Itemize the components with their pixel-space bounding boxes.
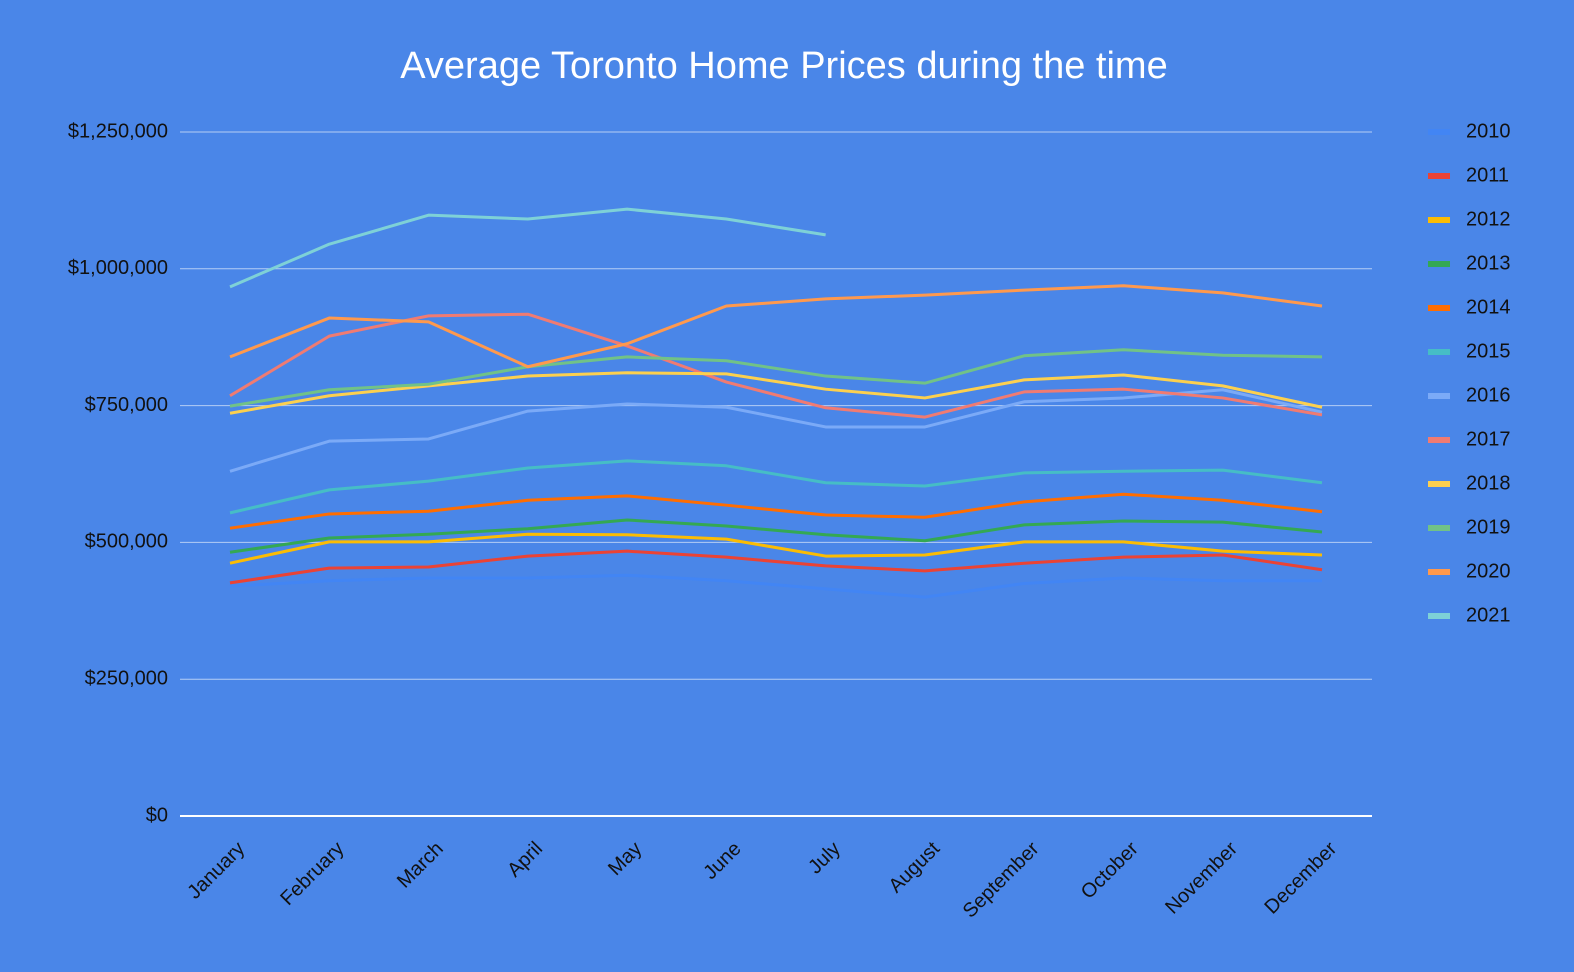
legend-label: 2014 <box>1466 296 1511 318</box>
legend-label: 2013 <box>1466 252 1511 274</box>
series-line <box>229 549 1323 585</box>
y-tick-label: $0 <box>146 804 168 826</box>
series-line <box>229 348 1323 408</box>
series-line <box>229 573 1322 599</box>
y-tick-label: $250,000 <box>85 667 168 689</box>
series-line <box>229 312 1323 419</box>
legend-label: 2012 <box>1466 208 1511 230</box>
series-line <box>229 284 1323 369</box>
series-line <box>229 459 1323 515</box>
series-line <box>229 518 1323 554</box>
series-line <box>229 371 1323 415</box>
legend-label: 2015 <box>1466 340 1511 362</box>
legend-label: 2018 <box>1466 472 1511 494</box>
legend-label: 2021 <box>1466 604 1511 626</box>
series-line <box>229 388 1323 473</box>
y-tick-label: $750,000 <box>85 394 168 416</box>
chart-title: Average Toronto Home Prices during the t… <box>400 45 1167 87</box>
legend-label: 2010 <box>1466 120 1511 142</box>
legend-label: 2011 <box>1466 164 1509 186</box>
series-line <box>229 207 826 289</box>
y-tick-label: $500,000 <box>85 531 168 553</box>
legend-label: 2019 <box>1466 516 1511 538</box>
legend-label: 2020 <box>1466 560 1511 582</box>
y-tick-label: $1,000,000 <box>68 257 168 279</box>
series-line <box>229 492 1323 530</box>
y-tick-label: $1,250,000 <box>68 120 168 142</box>
series-line <box>229 532 1323 565</box>
legend-label: 2017 <box>1466 428 1511 450</box>
legend-label: 2016 <box>1466 384 1511 406</box>
